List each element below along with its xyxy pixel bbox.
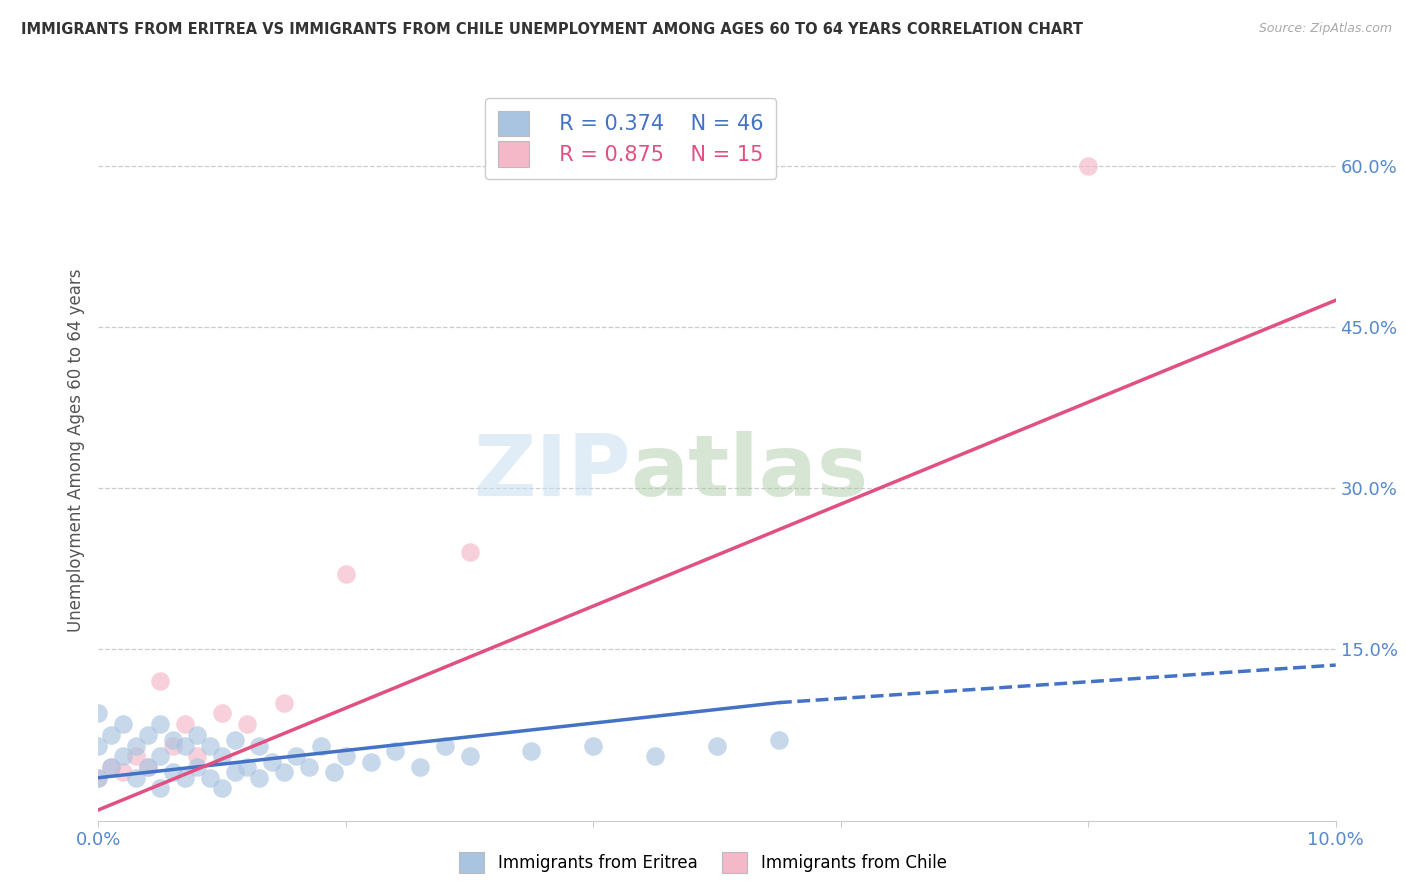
Point (236, 760, 259, 774)
Point (87, 771, 110, 785)
Point (136, 760, 159, 774)
Text: atlas: atlas (630, 431, 869, 514)
Point (136, 760, 159, 774)
Point (458, 749, 481, 764)
Point (309, 739, 332, 753)
Point (211, 706, 233, 721)
Point (273, 696, 295, 710)
Point (100, 760, 122, 774)
Point (409, 760, 432, 774)
Point (149, 674, 172, 689)
Point (224, 733, 246, 747)
Point (198, 739, 221, 753)
Point (520, 744, 543, 758)
Point (211, 749, 233, 764)
Point (149, 717, 172, 731)
Y-axis label: Unemployment Among Ages 60 to 64 years: Unemployment Among Ages 60 to 64 years (66, 268, 84, 632)
Point (136, 728, 159, 742)
Point (224, 765, 246, 780)
Point (112, 765, 135, 780)
Point (162, 765, 184, 780)
Point (100, 760, 122, 774)
Point (112, 749, 135, 764)
Point (186, 749, 208, 764)
Point (458, 545, 481, 559)
Point (162, 739, 184, 753)
Point (433, 739, 456, 753)
Point (87, 706, 110, 721)
Point (285, 749, 308, 764)
Legend: Immigrants from Eritrea, Immigrants from Chile: Immigrants from Eritrea, Immigrants from… (453, 846, 953, 880)
Point (260, 755, 283, 769)
Point (174, 717, 197, 731)
Point (211, 781, 233, 796)
Point (335, 566, 357, 581)
Point (100, 728, 122, 742)
Point (273, 765, 295, 780)
Point (124, 749, 146, 764)
Point (236, 717, 259, 731)
Point (298, 760, 321, 774)
Point (124, 771, 146, 785)
Text: Source: ZipAtlas.com: Source: ZipAtlas.com (1258, 22, 1392, 36)
Point (149, 749, 172, 764)
Point (174, 771, 197, 785)
Point (582, 739, 605, 753)
Point (186, 760, 208, 774)
Point (335, 749, 357, 764)
Point (162, 733, 184, 747)
Text: IMMIGRANTS FROM ERITREA VS IMMIGRANTS FROM CHILE UNEMPLOYMENT AMONG AGES 60 TO 6: IMMIGRANTS FROM ERITREA VS IMMIGRANTS FR… (21, 22, 1083, 37)
Point (186, 728, 208, 742)
Point (360, 755, 382, 769)
Point (247, 771, 270, 785)
Point (1077, 159, 1099, 173)
Point (768, 733, 790, 747)
Point (87, 739, 110, 753)
Legend:   R = 0.374    N = 46,   R = 0.875    N = 15: R = 0.374 N = 46, R = 0.875 N = 15 (485, 98, 776, 179)
Point (112, 717, 135, 731)
Point (124, 739, 146, 753)
Point (322, 765, 344, 780)
Point (87, 771, 110, 785)
Text: ZIP: ZIP (472, 431, 630, 514)
Point (198, 771, 221, 785)
Point (174, 739, 197, 753)
Point (149, 781, 172, 796)
Point (644, 749, 666, 764)
Point (706, 739, 728, 753)
Point (247, 739, 270, 753)
Point (384, 744, 406, 758)
